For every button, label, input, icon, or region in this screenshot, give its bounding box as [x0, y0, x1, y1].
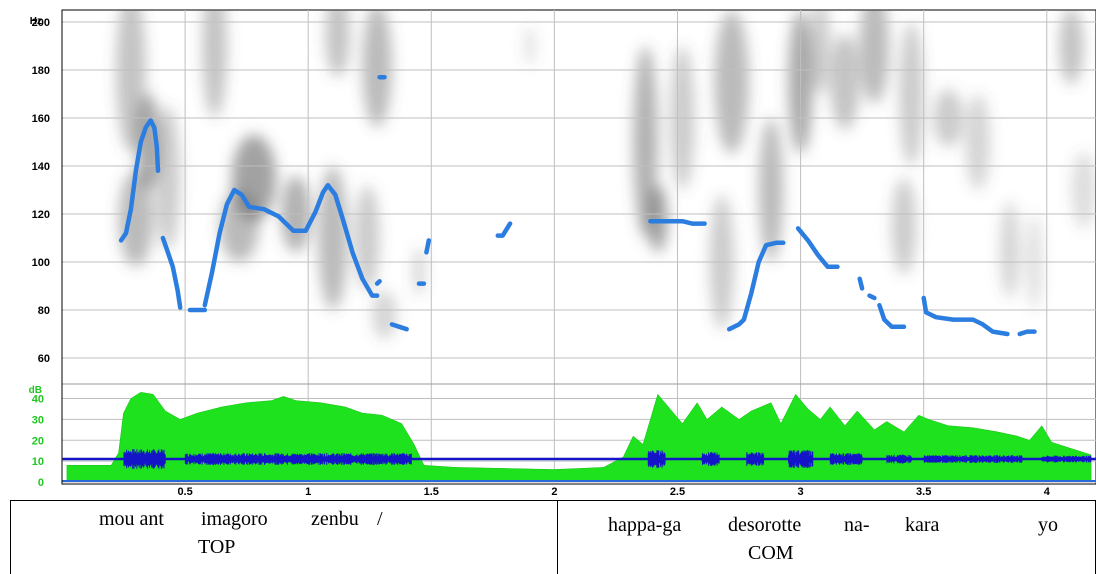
- gloss-tag-top: TOP: [198, 536, 236, 558]
- time-tick-label: 3.5: [916, 486, 931, 498]
- spectrogram-blob: [810, 10, 831, 94]
- pitch-layer: [118, 74, 1037, 337]
- time-tick-label: 3: [798, 486, 804, 498]
- gloss-cell-left: mou ant imagoro zenbu / TOP: [10, 500, 558, 574]
- time-tick-label: 2.5: [670, 486, 685, 498]
- intensity-tick-label: 20: [32, 435, 44, 447]
- pitch-contour-segment: [374, 278, 382, 286]
- spectrogram-blob: [830, 34, 860, 130]
- pitch-tick-label: 80: [38, 305, 50, 317]
- pitch-intensity-plot: Hz 60 80 100 120 140 160 180 200 dB 0 10 20 30 40 0.5 1 1…: [29, 9, 1096, 498]
- intensity-tick-label: 0: [38, 477, 44, 489]
- spectrogram-blob: [891, 178, 917, 274]
- spectrogram-blob: [414, 247, 424, 296]
- spectrogram-blob: [647, 185, 668, 253]
- pitch-unit-label: Hz: [30, 16, 42, 27]
- pitch-contour-segment: [389, 322, 409, 332]
- time-tick-label: 1.5: [424, 486, 439, 498]
- spectrogram-blob: [354, 185, 380, 291]
- time-tick-label: 2: [551, 486, 557, 498]
- spectrogram-blob: [633, 46, 658, 238]
- gloss-word: desorotte: [728, 514, 802, 536]
- gloss-table: mou ant imagoro zenbu / TOP happa-ga des…: [10, 500, 1096, 574]
- spectrogram-blob: [362, 10, 392, 128]
- pitch-contour-segment: [1017, 329, 1037, 337]
- gloss-word: imagoro: [201, 508, 268, 530]
- pitch-contour-segment: [857, 276, 865, 291]
- pitch-contour-segment: [648, 218, 707, 226]
- pitch-contour-segment: [495, 221, 513, 238]
- spectrogram-blob: [118, 170, 154, 267]
- spectrogram-blob: [859, 10, 890, 104]
- pitch-contour-segment: [795, 226, 840, 270]
- pitch-contour-segment: [424, 238, 432, 255]
- spectrogram-blob: [524, 26, 535, 66]
- spectrogram-blob: [899, 22, 924, 166]
- pitch-tick-label: 120: [32, 209, 50, 221]
- spectrogram-blob: [202, 10, 227, 118]
- gloss-word: /: [377, 508, 383, 530]
- spectrogram-blob: [758, 118, 784, 262]
- intensity-tick-label: 10: [32, 456, 44, 468]
- gloss-tag-com: COM: [748, 542, 794, 564]
- pitch-contour-segment: [202, 182, 380, 308]
- spectrogram-blob: [1059, 10, 1084, 85]
- waveform-layer: [62, 449, 1096, 482]
- spectrogram-blob: [372, 290, 397, 339]
- pitch-tick-label: 200: [32, 17, 50, 29]
- gloss-word: yo: [1038, 514, 1058, 536]
- pitch-contour-segment: [726, 240, 786, 332]
- axes-layer: Hz 60 80 100 120 140 160 180 200 dB 0 10 20 30 40 0.5 1 1…: [29, 10, 1051, 498]
- gloss-cell-right: happa-ga desorotte na- kara yo COM: [557, 500, 1096, 574]
- spectrogram-blob: [999, 202, 1020, 298]
- spectrogram-blob: [1071, 151, 1096, 229]
- intensity-tick-label: 30: [32, 414, 44, 426]
- pitch-tick-label: 180: [32, 65, 50, 77]
- pitch-contour-segment: [921, 295, 1010, 337]
- pitch-contour-segment: [877, 302, 907, 330]
- intensity-tick-label: 40: [32, 394, 44, 406]
- spectrogram-blob: [965, 94, 991, 190]
- gloss-word: zenbu: [311, 508, 359, 530]
- pitch-tick-label: 60: [38, 353, 50, 365]
- gloss-word: happa-ga: [608, 514, 682, 536]
- pitch-contour-segment: [867, 293, 877, 301]
- gloss-word: mou ant: [99, 508, 164, 530]
- gloss-word: kara: [905, 514, 940, 536]
- pitch-tick-label: 100: [32, 257, 50, 269]
- spectrogram-blob: [325, 10, 351, 78]
- spectrogram-blob: [714, 10, 749, 154]
- spectrogram-blob: [219, 190, 259, 262]
- intensity-unit-label: dB: [29, 385, 42, 396]
- time-tick-label: 0.5: [177, 486, 192, 498]
- pitch-contour-segment: [118, 118, 161, 243]
- pitch-contour-segment: [160, 235, 183, 310]
- time-tick-label: 4: [1044, 486, 1051, 498]
- spectrogram-blob: [318, 166, 348, 310]
- pitch-tick-label: 160: [32, 113, 50, 125]
- time-tick-label: 1: [305, 486, 311, 498]
- gloss-word: na-: [844, 514, 870, 536]
- pitch-tick-label: 140: [32, 161, 50, 173]
- spectrogram-blob: [155, 106, 181, 250]
